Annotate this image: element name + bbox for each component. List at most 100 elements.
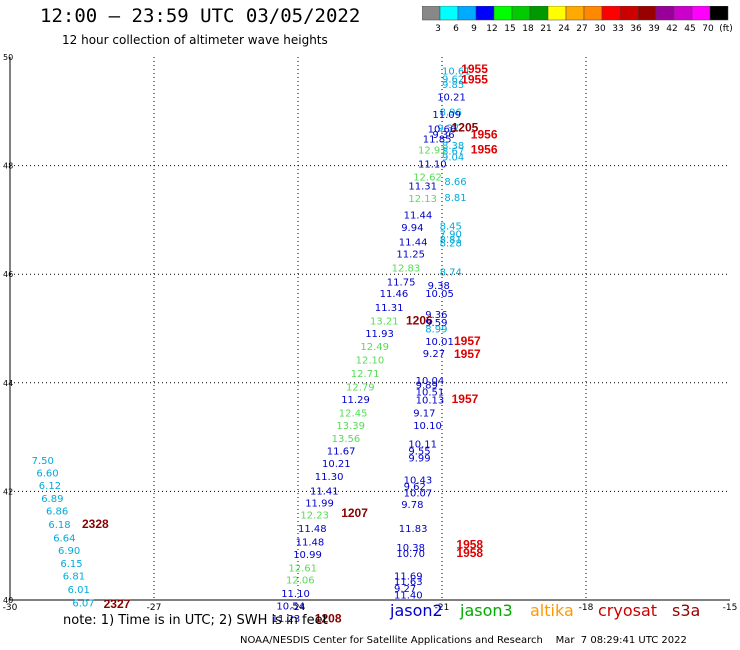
colorbar-label: 18 xyxy=(522,24,534,34)
wave-height-point: 11.46 xyxy=(380,289,409,300)
y-tick-label: 46 xyxy=(3,270,13,279)
wave-height-point: 11.75 xyxy=(387,277,416,288)
time-label: 1957 xyxy=(454,334,481,348)
legend-s3a: s3a xyxy=(672,601,701,620)
wave-height-point: 12.45 xyxy=(339,409,368,420)
wave-height-point: 8.74 xyxy=(440,267,462,278)
wave-height-point: 12.10 xyxy=(356,355,385,366)
wave-height-point: 10.21 xyxy=(437,93,466,104)
colorbar-label: 36 xyxy=(630,24,642,34)
wave-height-point: 8.45 xyxy=(440,221,462,232)
wave-height-point: 6.01 xyxy=(68,585,90,596)
wave-height-point: 12.71 xyxy=(351,369,380,380)
wave-height-point: 10.04 xyxy=(416,376,445,387)
legend-cryosat: cryosat xyxy=(598,601,658,620)
wave-height-point: 11.83 xyxy=(399,524,428,535)
chart-subtitle: 12 hour collection of altimeter wave hei… xyxy=(62,33,328,47)
time-label: 1955 xyxy=(461,72,488,86)
time-label: 1956 xyxy=(471,142,498,156)
wave-height-point: 8.28 xyxy=(440,239,462,250)
wave-height-point: 6.89 xyxy=(41,494,63,505)
wave-height-point: 11.30 xyxy=(315,472,344,483)
legend-jason2: jason2 xyxy=(390,601,443,620)
wave-height-point: 10.54 xyxy=(276,601,305,612)
wave-height-point: 10.70 xyxy=(396,549,425,560)
wave-height-point: 11.85 xyxy=(423,134,452,145)
time-label: 2328 xyxy=(82,517,109,531)
wave-height-point: 6.86 xyxy=(46,506,68,517)
wave-height-point: 8.67 xyxy=(442,146,464,157)
wave-height-point: 11.44 xyxy=(399,238,428,249)
wave-height-point: 8.99 xyxy=(425,325,447,336)
colorbar-label: 39 xyxy=(648,24,660,34)
y-tick-label: 40 xyxy=(3,596,13,605)
y-tick-label: 44 xyxy=(3,379,13,388)
time-label: 1958 xyxy=(456,538,483,552)
x-tick-label: -27 xyxy=(147,603,162,613)
wave-height-point: 12.79 xyxy=(346,383,375,394)
time-label: 1957 xyxy=(454,347,481,361)
time-label: 1955 xyxy=(461,62,488,76)
wave-height-point: 10.01 xyxy=(425,337,454,348)
wave-height-point: 6.18 xyxy=(48,520,70,531)
wave-height-point: 8.96 xyxy=(440,107,462,118)
colorbar-label: (ft) xyxy=(719,24,733,34)
wave-height-point: 9.37 xyxy=(437,124,459,135)
colorbar-label: 24 xyxy=(558,24,570,34)
wave-height-point: 11.09 xyxy=(432,110,461,121)
wave-height-point: 6.81 xyxy=(63,572,85,583)
wave-height-point: 8.66 xyxy=(444,177,466,188)
wave-height-point: 10.07 xyxy=(404,488,433,499)
legend-jason3: jason3 xyxy=(460,601,513,620)
wave-height-point: 11.41 xyxy=(310,486,339,497)
colorbar-label: 12 xyxy=(486,24,497,34)
wave-height-point: 10.11 xyxy=(408,440,437,451)
wave-height-point: 9.99 xyxy=(408,454,430,465)
wave-height-point: 13.39 xyxy=(336,421,365,432)
wave-height-point: 11.48 xyxy=(296,537,325,548)
wave-height-point: 7.90 xyxy=(440,229,462,240)
wave-height-point: 12.49 xyxy=(360,342,389,353)
wave-height-point: 12.61 xyxy=(288,563,317,574)
wave-height-point: 11.67 xyxy=(327,447,356,458)
time-label: 1958 xyxy=(456,546,483,560)
wave-height-point: 12.83 xyxy=(392,264,421,275)
wave-height-point: 11.10 xyxy=(281,589,310,600)
wave-height-point: 7.50 xyxy=(32,456,54,467)
wave-height-point: 11.40 xyxy=(394,591,423,602)
colorbar-label: 3 xyxy=(435,24,441,34)
wave-height-point: 9.36 xyxy=(432,130,454,141)
wave-height-point: 11.63 xyxy=(394,577,423,588)
chart-title: 12:00 – 23:59 UTC 03/05/2022 xyxy=(40,5,361,27)
wave-height-point: 9.59 xyxy=(425,318,447,329)
wave-height-point: 10.43 xyxy=(404,475,433,486)
wave-height-point: 10.21 xyxy=(322,459,351,470)
wave-height-point: 9.27 xyxy=(394,584,416,595)
legend-altika: altika xyxy=(530,601,574,620)
wave-height-point: 11.44 xyxy=(404,210,433,221)
color-scale-legend: 3 6 9 12 15 18 21 24 27 30 33 36 39 42 45 70 (ft) xyxy=(422,6,733,34)
wave-height-point: 13.21 xyxy=(370,316,399,327)
wave-height-point: 9.36 xyxy=(425,310,447,321)
wave-height-point: 9.94 xyxy=(401,223,423,234)
time-label: 1956 xyxy=(471,128,498,142)
colorbar-label: 70 xyxy=(702,24,714,34)
y-tick-label: 48 xyxy=(3,162,13,171)
wave-height-point: 6.12 xyxy=(39,481,61,492)
wave-height-point: 12.06 xyxy=(286,575,315,586)
colorbar-label: 33 xyxy=(612,24,623,34)
x-tick-label: -24 xyxy=(291,603,306,613)
wave-height-point: 9.17 xyxy=(413,409,435,420)
plot-axes xyxy=(9,57,730,601)
time-label: 1206 xyxy=(406,313,433,327)
wave-height-point: 10.38 xyxy=(396,543,425,554)
time-label: 1208 xyxy=(315,611,342,625)
x-tick-label: -18 xyxy=(579,603,594,613)
colorbar-swatch xyxy=(709,6,729,21)
colorbar-label: 9 xyxy=(471,24,477,34)
wave-height-point: 9.89 xyxy=(416,380,438,391)
wave-height-point: 9.62 xyxy=(404,482,426,493)
time-label: 1207 xyxy=(341,506,368,520)
wave-height-point: 6.15 xyxy=(60,559,82,570)
